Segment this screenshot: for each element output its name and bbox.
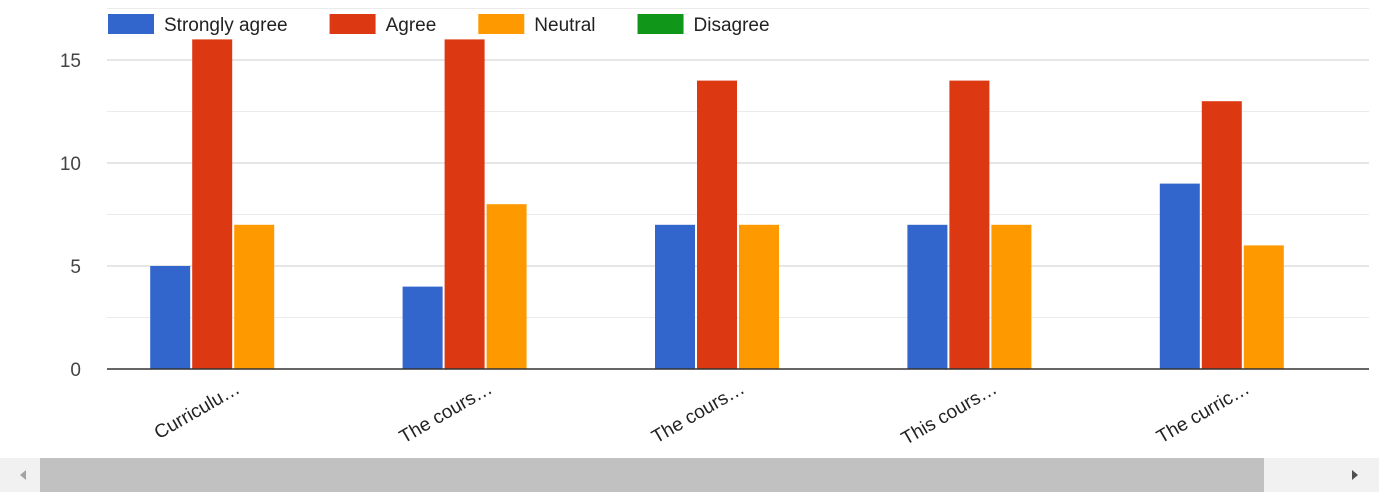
- y-tick-label: 10: [60, 154, 81, 175]
- x-tick-label: The cours…: [396, 378, 496, 448]
- horizontal-scrollbar[interactable]: [0, 458, 1379, 492]
- bar-strongly-agree: [1159, 183, 1200, 369]
- bar-strongly-agree: [907, 224, 948, 369]
- x-tick-label: The curric…: [1153, 378, 1253, 448]
- legend-swatch: [478, 14, 525, 34]
- bar-neutral: [234, 224, 275, 369]
- bar-neutral: [739, 224, 779, 369]
- bar-neutral: [1243, 245, 1284, 369]
- left-arrow-icon: [20, 470, 26, 480]
- x-tick-label: This cours…: [898, 378, 1001, 450]
- x-tick-label: The cours…: [648, 378, 748, 448]
- right-arrow-icon: [1352, 470, 1358, 480]
- scroll-left-button[interactable]: [6, 458, 40, 492]
- legend-label: Strongly agree: [164, 15, 288, 36]
- legend-swatch: [108, 14, 154, 34]
- bar-neutral: [991, 224, 1032, 369]
- bar-agree: [697, 80, 737, 369]
- bar-strongly-agree: [402, 286, 443, 369]
- bar-agree: [444, 39, 485, 370]
- x-tick-label: Curriculu…: [151, 378, 244, 444]
- y-tick-label: 15: [60, 51, 81, 72]
- scroll-right-button[interactable]: [1338, 458, 1372, 492]
- legend-swatch: [637, 14, 684, 34]
- scroll-thumb[interactable]: [40, 458, 1264, 492]
- legend-label: Disagree: [694, 15, 770, 36]
- y-tick-label: 0: [70, 360, 81, 381]
- chart: 0 5 10 15 Curriculu… The cours… The cours… This…: [60, 8, 1369, 450]
- bar-agree: [1201, 101, 1242, 369]
- legend-label: Neutral: [534, 15, 595, 36]
- bar-agree: [949, 80, 990, 369]
- legend-label: Agree: [386, 15, 437, 36]
- bar-neutral: [486, 204, 527, 369]
- bar-strongly-agree: [150, 266, 191, 369]
- y-tick-label: 5: [70, 257, 81, 278]
- legend-swatch: [329, 14, 376, 34]
- bar-agree: [192, 39, 233, 370]
- bar-strongly-agree: [655, 224, 695, 369]
